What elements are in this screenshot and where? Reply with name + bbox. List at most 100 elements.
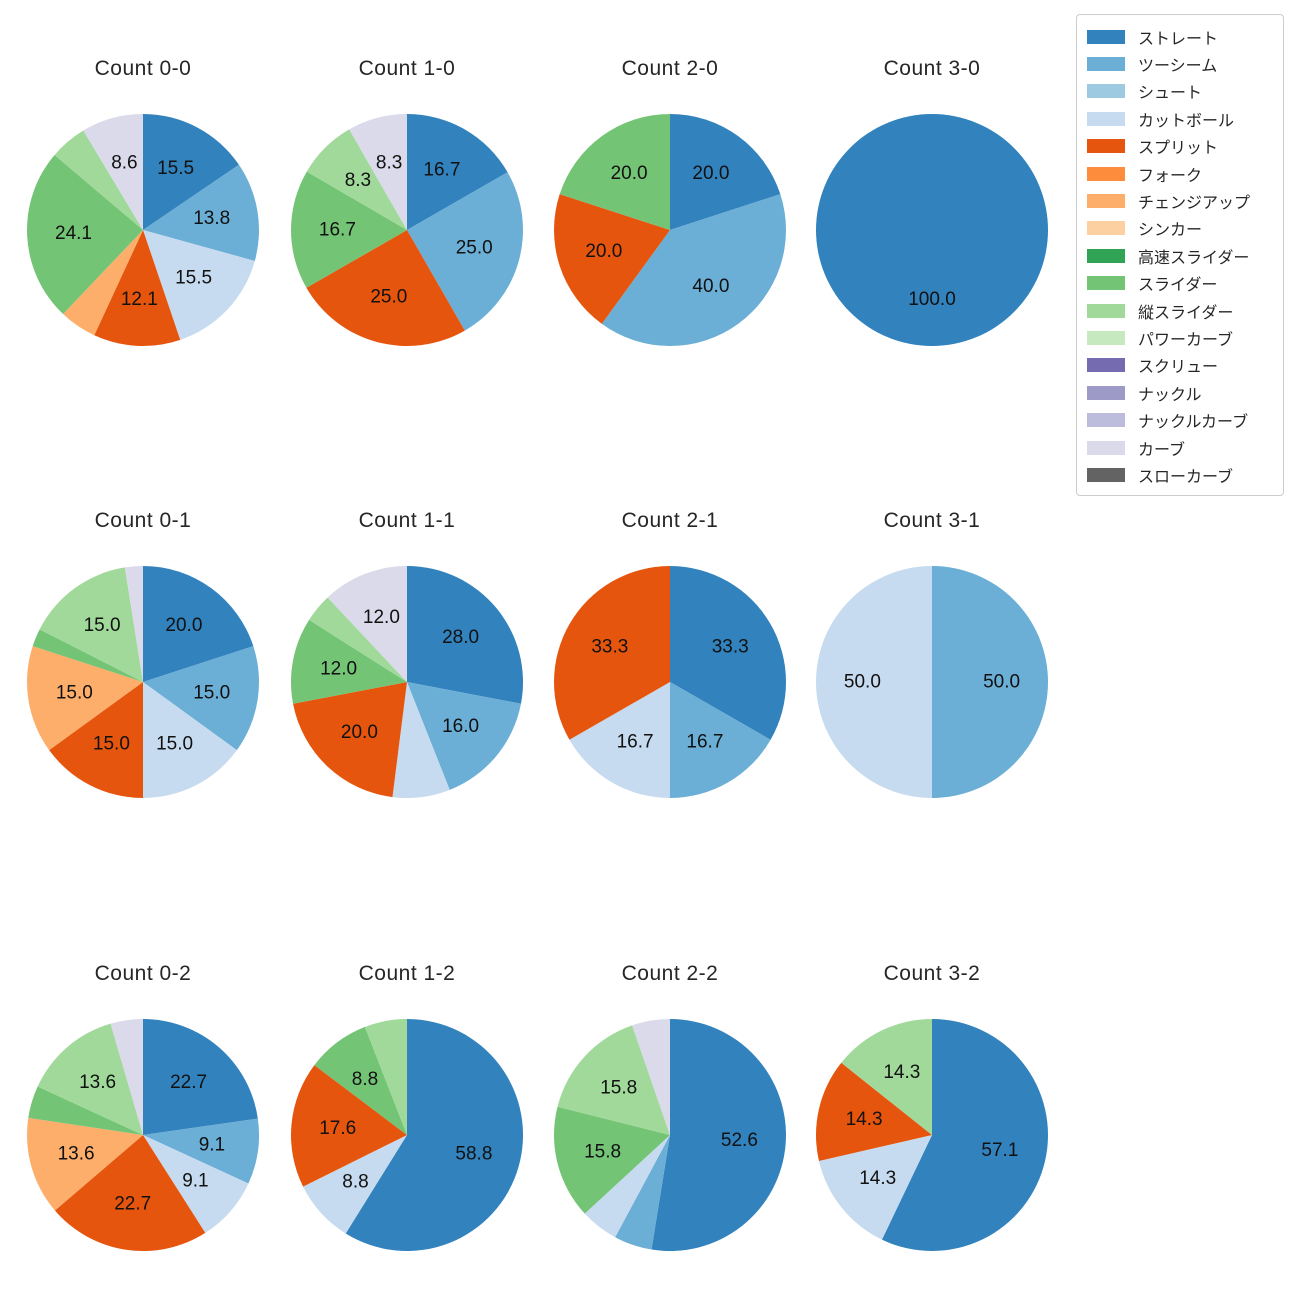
- pie-slice-4: [94, 230, 181, 346]
- pie-slice-6: [32, 629, 143, 682]
- pie-slice-percentage: 9.1: [182, 1170, 208, 1191]
- pie-slice-percentage: 33.3: [712, 637, 749, 658]
- legend-swatch: [1087, 413, 1125, 428]
- pie-slice-3: [815, 1062, 932, 1162]
- legend-item: フォーク: [1087, 160, 1273, 187]
- pie-slice-percentage: 16.7: [423, 159, 460, 180]
- pie-slice-percentage: 25.0: [370, 287, 407, 308]
- pie-slice-percentage: 20.0: [165, 615, 202, 636]
- pie-slice-percentage: 20.0: [341, 722, 378, 743]
- pie-slice-percentage: 58.8: [455, 1144, 492, 1165]
- pie-slice-5: [27, 646, 143, 751]
- pie-count-3-1: 50.0 50.0: [816, 566, 1048, 798]
- pie-slice-5: [290, 619, 407, 704]
- subplot-title: Count 2-2: [621, 962, 719, 985]
- pie-slice-6: [349, 114, 407, 230]
- legend-item: ツーシーム: [1087, 50, 1273, 77]
- pie-slice-percentage: 33.3: [591, 637, 628, 658]
- pie-slice-percentage: 50.0: [983, 672, 1020, 693]
- pie-slice-8: [83, 114, 143, 230]
- legend-label: シンカー: [1138, 222, 1203, 240]
- pie-slice-percentage: 28.0: [442, 627, 479, 648]
- legend-label: スローカーブ: [1138, 468, 1234, 486]
- pie-slice-percentage: 40.0: [692, 276, 729, 297]
- legend-swatch: [1087, 139, 1125, 154]
- pie-slice-4: [553, 1106, 670, 1214]
- legend-item: ストレート: [1087, 23, 1273, 50]
- legend-swatch: [1087, 276, 1125, 291]
- pie-slice-4: [293, 682, 407, 798]
- pie-slice-percentage: 14.3: [859, 1168, 896, 1189]
- legend-swatch: [1087, 358, 1125, 373]
- pie-slice-4: [841, 1019, 932, 1135]
- subplot-title: Count 1-0: [358, 57, 456, 80]
- pie-slice-1: [881, 1019, 1048, 1251]
- subplot-title: Count 1-1: [358, 509, 456, 532]
- pie-slice-2: [601, 194, 786, 347]
- pie-count-3-2: 57.1 14.3 14.3 14.3: [815, 1019, 1048, 1251]
- pie-slice-percentage: 9.1: [199, 1135, 225, 1156]
- pie-slice-1: [651, 1019, 786, 1251]
- legend-swatch: [1087, 303, 1125, 318]
- pie-slice-percentage: 24.1: [55, 223, 92, 244]
- pie-slice-percentage: 8.3: [376, 152, 402, 173]
- legend-label: 高速スライダー: [1138, 249, 1250, 267]
- pie-slice-percentage: 15.0: [93, 734, 130, 755]
- pie-slice-percentage: 8.8: [352, 1069, 378, 1090]
- pie-slice-3: [584, 1135, 670, 1238]
- pie-slice-5: [27, 1117, 143, 1211]
- pie-slice-1: [816, 114, 1048, 346]
- legend-label: スプリット: [1138, 140, 1219, 158]
- legend-item: チェンジアップ: [1087, 187, 1273, 214]
- pie-slice-3: [143, 230, 255, 340]
- pie-slice-4: [559, 114, 670, 230]
- legend-item: カットボール: [1087, 105, 1273, 132]
- pie-slice-percentage: 16.7: [686, 732, 723, 753]
- pie-slice-7: [37, 1023, 143, 1135]
- legend-swatch: [1087, 84, 1125, 99]
- pie-slice-percentage: 14.3: [846, 1109, 883, 1130]
- pie-slice-percentage: 13.6: [58, 1144, 95, 1165]
- pie-slice-7: [327, 566, 407, 682]
- pie-count-0-0: 15.5 13.8 15.5 12.1 24.1 8.6: [26, 114, 259, 346]
- legend-label: スクリュー: [1138, 359, 1219, 377]
- pie-slice-2: [615, 1135, 670, 1250]
- pie-slice-percentage: 15.8: [600, 1078, 637, 1099]
- pie-slice-3: [569, 682, 670, 798]
- subplot-title: Count 0-0: [94, 57, 192, 80]
- pie-slice-4: [290, 171, 407, 288]
- legend-label: パワーカーブ: [1138, 331, 1234, 349]
- pie-slice-percentage: 15.0: [193, 682, 230, 703]
- pie-slice-2: [407, 172, 524, 331]
- subplot-title: Count 3-1: [883, 509, 981, 532]
- pie-slice-percentage: 16.7: [319, 219, 356, 240]
- pie-slice-5: [364, 1019, 407, 1135]
- pie-slice-2: [303, 1135, 407, 1234]
- pie-slice-5: [557, 1025, 670, 1135]
- pie-slice-percentage: 8.6: [111, 152, 137, 173]
- legend-label: ナックル: [1138, 386, 1202, 404]
- pie-slice-5: [63, 230, 143, 336]
- pie-slice-percentage: 8.8: [342, 1171, 368, 1192]
- legend-label: カットボール: [1138, 112, 1235, 130]
- legend-item: パワーカーブ: [1087, 324, 1273, 351]
- legend-swatch: [1087, 330, 1125, 345]
- pie-slice-1: [407, 113, 508, 230]
- subplot-title: Count 3-0: [883, 57, 981, 80]
- pie-slice-1: [932, 566, 1048, 798]
- subplot-title: Count 2-1: [621, 509, 719, 532]
- subplot-title: Count 3-2: [883, 962, 981, 985]
- pie-slice-percentage: 13.6: [79, 1072, 116, 1093]
- legend-swatch: [1087, 467, 1125, 482]
- pie-slice-1: [345, 1019, 524, 1251]
- pie-slice-2: [143, 164, 259, 261]
- legend-item: スプリット: [1087, 133, 1273, 160]
- pie-count-3-0: 100.0: [816, 114, 1048, 346]
- legend-item: シンカー: [1087, 215, 1273, 242]
- pie-slice-percentage: 15.5: [175, 267, 212, 288]
- legend-label: ツーシーム: [1138, 58, 1218, 76]
- pie-slice-2: [670, 682, 771, 798]
- pie-slice-percentage: 15.0: [156, 734, 193, 755]
- pie-slice-3: [143, 682, 237, 798]
- pie-slice-4: [49, 682, 143, 798]
